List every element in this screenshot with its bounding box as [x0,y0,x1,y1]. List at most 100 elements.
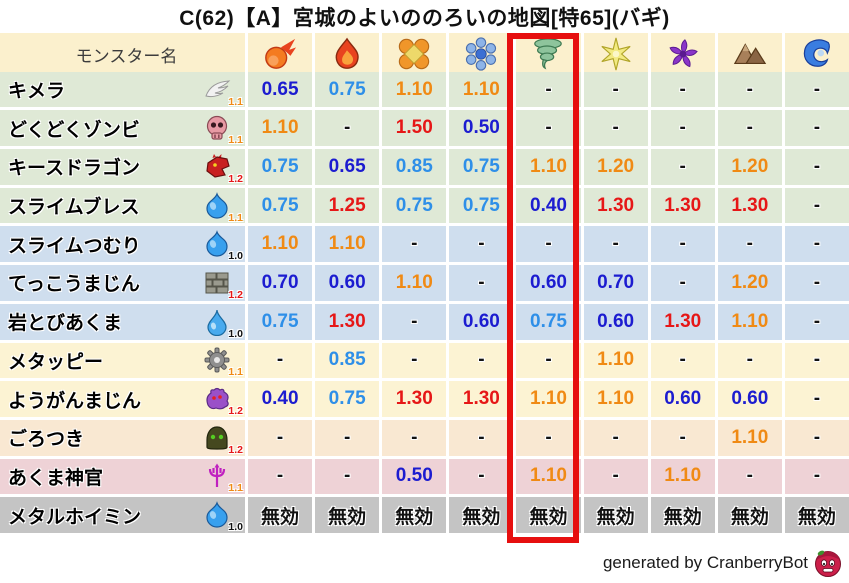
resistance-cell: 0.75 [315,71,380,108]
flame-icon [335,37,359,69]
slime-icon: 1.0 [203,501,243,533]
resistance-cell: - [784,265,849,301]
resistance-table: モンスター名 キメラ 1.1 0.65 0.75 1.10 1.10- - - - - どくどくゾンビ… [0,33,849,533]
resistance-cell: - [650,226,715,263]
resistance-cell: 1.10 [516,458,581,495]
resistance-cell: - [248,342,313,379]
resistance-cell: - [650,419,715,456]
element-header-starburst-icon [583,33,648,75]
resistance-cell: - [449,226,514,263]
resistance-cell: 1.10 [382,71,447,108]
monster-row-name: 岩とびあくま 1.0 [0,303,245,340]
multiplier-badge: 1.0 [228,521,243,533]
resistance-cell: 0.75 [248,187,313,224]
resistance-cell: - [583,226,648,263]
resistance-cell: 1.30 [650,303,715,340]
resistance-cell: - [315,419,380,456]
monster-name: てっこうまじん [8,274,140,296]
resistance-cell: 1.10 [650,458,715,495]
resistance-cell: 1.10 [583,381,648,417]
slime-icon: 1.1 [203,191,243,223]
element-header-pinwheel-icon [650,33,715,75]
monster-name: あくま神官 [8,467,104,489]
monster-name-header: モンスター名 [0,33,245,75]
gear-icon: 1.1 [203,346,243,378]
brick-icon: 1.2 [203,269,243,301]
monster-row-name: キメラ 1.1 [0,71,245,108]
resistance-cell: 1.30 [583,187,648,224]
monster-row-name: スライムつむり 1.0 [0,226,245,263]
resistance-cell: - [784,419,849,456]
monster-name: ようがんまじん [8,390,142,412]
resistance-cell: 1.10 [717,419,782,456]
element-header-mountain-icon [717,33,782,75]
resistance-cell: - [382,303,447,340]
element-header-snowflake-icon [449,33,514,75]
resistance-cell: - [650,149,715,185]
monster-name: スライムつむり [8,235,141,257]
resistance-cell: 無効 [650,497,715,533]
resistance-cell: - [449,342,514,379]
resistance-cell: 0.60 [650,381,715,417]
resistance-cell: 1.30 [382,381,447,417]
resistance-cell: 無効 [315,497,380,533]
cranberry-bot-icon [813,548,843,578]
multiplier-badge: 1.1 [228,95,243,108]
resistance-cell: 0.40 [248,381,313,417]
monster-name: メタルホイミン [8,506,142,528]
resistance-cell: 1.20 [717,149,782,185]
starburst-icon [601,37,631,71]
resistance-cell: - [583,110,648,147]
resistance-cell: 0.85 [382,149,447,185]
slime-icon: 1.0 [203,230,243,262]
monster-row-name: てっこうまじん 1.2 [0,265,245,301]
resistance-cell: - [449,419,514,456]
resistance-cell: 0.75 [516,303,581,340]
monster-row-name: ようがんまじん 1.2 [0,381,245,417]
resistance-table-wrap: モンスター名 キメラ 1.1 0.65 0.75 1.10 1.10- - - - - どくどくゾンビ… [0,33,849,543]
resistance-cell: 1.25 [315,187,380,224]
resistance-cell: 0.65 [315,149,380,185]
resistance-cell: 0.85 [315,342,380,379]
resistance-cell: - [650,265,715,301]
resistance-cell: - [784,110,849,147]
resistance-cell: 1.10 [583,342,648,379]
resistance-cell: 0.75 [449,187,514,224]
wave-icon [803,39,830,67]
multiplier-badge: 1.1 [228,366,243,379]
resistance-cell: 0.40 [516,187,581,224]
monster-row-name: メタルホイミン 1.0 [0,497,245,533]
resistance-cell: - [516,110,581,147]
hood-icon: 1.2 [203,424,243,456]
resistance-cell: - [784,71,849,108]
resistance-cell: 0.75 [315,381,380,417]
resistance-cell: - [717,458,782,495]
resistance-cell: - [717,71,782,108]
resistance-cell: - [784,226,849,263]
monster-row-name: ごろつき 1.2 [0,419,245,456]
resistance-cell: 1.30 [650,187,715,224]
resistance-cell: 0.75 [248,303,313,340]
element-header-flame-icon [315,33,380,75]
resistance-cell: - [784,303,849,340]
resistance-cell: 無効 [516,497,581,533]
resistance-cell: 0.75 [449,149,514,185]
resistance-cell: - [315,110,380,147]
resistance-cell: - [516,71,581,108]
multiplier-badge: 1.0 [228,327,243,340]
resistance-cell: - [650,342,715,379]
resistance-cell: 無効 [583,497,648,533]
resistance-cell: 無効 [717,497,782,533]
resistance-cell: 1.30 [449,381,514,417]
resistance-cell: - [583,419,648,456]
multiplier-badge: 1.2 [228,443,243,456]
resistance-cell: - [449,458,514,495]
monster-row-name: あくま神官 1.1 [0,458,245,495]
resistance-cell: 0.50 [449,110,514,147]
dragon-icon: 1.2 [203,153,243,185]
resistance-cell: 0.60 [717,381,782,417]
resistance-cell: 1.20 [583,149,648,185]
credit-text: generated by CranberryBot [602,553,808,572]
monster-name: キースドラゴン [8,158,141,180]
resistance-cell: - [784,149,849,185]
